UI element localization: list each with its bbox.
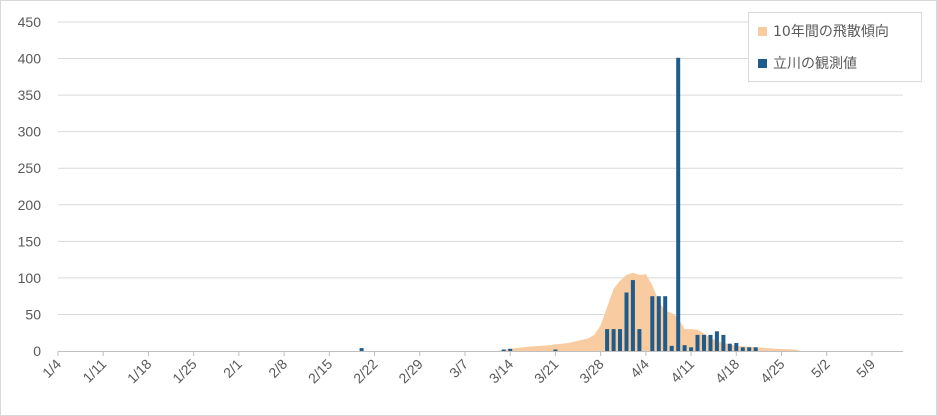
x-tick-label-1-25: 1/25 <box>169 356 200 387</box>
bar-3-14 <box>508 348 513 351</box>
y-tick-label-100: 100 <box>18 270 42 286</box>
bar-4-1 <box>624 292 629 351</box>
y-tick-label-150: 150 <box>18 233 42 249</box>
x-tick-label-3-28: 3/28 <box>576 356 607 387</box>
bar-2-20 <box>359 348 364 351</box>
bar-4-19 <box>740 347 745 351</box>
bar-4-7 <box>663 296 668 351</box>
bar-4-17 <box>727 343 732 351</box>
x-tick-label-1-18: 1/18 <box>124 356 155 387</box>
bar-4-2 <box>630 280 635 351</box>
bar-3-21 <box>553 349 558 351</box>
bar-4-18 <box>734 343 739 351</box>
bar-4-13 <box>702 334 706 351</box>
legend-swatch-observed <box>758 58 767 68</box>
legend-label-trend: 10年間の飛散傾向 <box>773 24 889 40</box>
bar-4-10 <box>682 345 687 351</box>
y-tick-label-200: 200 <box>18 197 42 213</box>
x-tick-label-1-4: 1/4 <box>39 356 64 381</box>
bar-3-29 <box>605 329 610 351</box>
bar-4-8 <box>669 345 674 351</box>
bar-4-3 <box>637 329 642 351</box>
y-axis-labels: 0 50 100 150 200 250 300 350 400 450 <box>18 14 42 359</box>
area-trend <box>497 272 801 351</box>
x-axis-labels: 1/4 1/11 1/18 1/25 2/1 2/8 2/15 2/22 2/29 3/7 3/14… <box>39 356 878 387</box>
x-tick-label-2-29: 2/29 <box>395 356 426 387</box>
y-tick-label-0: 0 <box>33 343 41 359</box>
bar-3-30 <box>611 329 616 351</box>
bar-4-11 <box>689 347 694 351</box>
bar-4-14 <box>708 334 713 351</box>
y-tick-label-450: 450 <box>18 14 42 30</box>
legend-item-trend: 10年間の飛散傾向 <box>758 21 889 41</box>
x-tick-label-2-8: 2/8 <box>265 356 290 381</box>
legend-item-observed: 立川の観測値 <box>758 53 857 73</box>
y-tick-label-350: 350 <box>18 87 42 103</box>
x-tick-label-4-4: 4/4 <box>627 356 652 381</box>
bar-4-20 <box>747 347 752 351</box>
bar-3-31 <box>618 329 622 351</box>
bar-4-5 <box>650 296 655 351</box>
bar-4-9 <box>676 57 681 352</box>
y-tick-label-50: 50 <box>25 306 41 322</box>
x-tick-label-2-1: 2/1 <box>220 356 245 381</box>
x-tick-label-4-18: 4/18 <box>712 356 743 387</box>
bar-3-13 <box>501 349 506 351</box>
bar-4-21 <box>753 347 758 351</box>
x-tick-label-5-2: 5/2 <box>808 356 833 381</box>
x-tick-label-3-7: 3/7 <box>446 356 471 381</box>
gridlines <box>58 21 903 315</box>
x-tick-label-4-25: 4/25 <box>757 356 788 387</box>
x-tick-label-5-9: 5/9 <box>853 356 878 381</box>
y-tick-label-250: 250 <box>18 160 42 176</box>
bar-4-6 <box>656 296 661 351</box>
x-tick-label-3-14: 3/14 <box>486 356 517 387</box>
x-tick-label-4-11: 4/11 <box>667 356 697 386</box>
x-tick-label-1-11: 1/11 <box>79 356 109 386</box>
y-tick-label-300: 300 <box>18 124 42 140</box>
x-axis <box>57 351 903 356</box>
bar-4-15 <box>714 331 719 351</box>
y-tick-label-400: 400 <box>18 51 42 67</box>
bar-4-12 <box>695 334 700 351</box>
legend: 10年間の飛散傾向 立川の観測値 <box>748 12 922 82</box>
bar-4-16 <box>721 334 726 351</box>
x-tick-label-2-15: 2/15 <box>305 356 336 387</box>
x-tick-label-3-21: 3/21 <box>531 356 562 387</box>
legend-label-observed: 立川の観測値 <box>773 56 857 72</box>
area-series-layer <box>497 272 801 351</box>
legend-swatch-trend <box>758 26 767 36</box>
bar-series-layer <box>359 57 758 352</box>
x-tick-label-2-22: 2/22 <box>350 356 381 387</box>
